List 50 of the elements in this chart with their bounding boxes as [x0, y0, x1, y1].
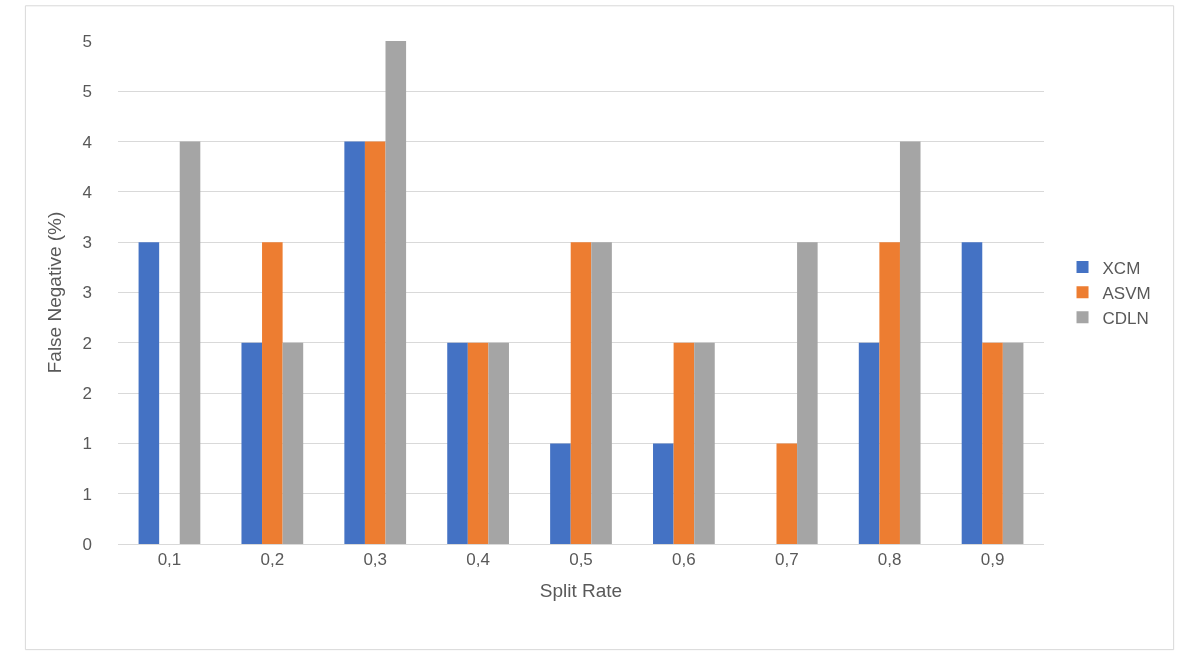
bar: [570, 242, 592, 544]
x-tick-label: 0,5: [569, 550, 593, 570]
bar: [262, 242, 283, 544]
bar: [447, 342, 468, 544]
bar: [282, 342, 304, 544]
bar: [797, 242, 818, 544]
bar: [550, 443, 571, 544]
y-tick-label: 5: [82, 31, 92, 51]
legend-label: ASVM: [1102, 283, 1151, 303]
y-tick-label: 2: [82, 333, 92, 353]
x-tick-label: 0,9: [980, 550, 1005, 570]
y-tick-label: 4: [82, 182, 92, 202]
bar: [488, 342, 509, 544]
y-tick-label: 5: [82, 82, 92, 102]
bar: [1002, 342, 1024, 544]
y-tick-label: 4: [82, 132, 92, 152]
bar: [467, 342, 489, 544]
bar: [961, 242, 983, 544]
x-tick-label: 0,7: [774, 550, 799, 570]
bar: [138, 242, 160, 544]
x-tick-label: 0,4: [466, 550, 490, 570]
y-tick-label: 1: [82, 434, 92, 454]
legend-label: CDLN: [1102, 308, 1149, 328]
legend-label: XCM: [1102, 258, 1141, 278]
y-axis-title: False Negative (%): [44, 211, 66, 374]
y-tick-label: 3: [82, 233, 92, 253]
bar: [776, 443, 798, 544]
bar: [385, 41, 407, 544]
bar: [653, 443, 674, 544]
x-tick-label: 0,1: [157, 550, 182, 570]
y-tick-label: 2: [82, 384, 92, 404]
bar: [673, 342, 695, 544]
bar: [879, 242, 900, 544]
bar: [344, 141, 365, 544]
x-axis-title: Split Rate: [539, 580, 623, 602]
bar: [179, 141, 201, 544]
bar: [694, 342, 715, 544]
x-tick-label: 0,6: [672, 550, 696, 570]
y-tick-label: 1: [82, 484, 92, 504]
bar: [899, 141, 921, 544]
bar: [364, 141, 386, 544]
x-tick-label: 0,3: [363, 550, 388, 570]
x-tick-label: 0,8: [877, 550, 902, 570]
y-tick-label: 0: [82, 534, 92, 554]
bar: [982, 342, 1003, 544]
bar: [591, 242, 612, 544]
bar: [241, 342, 263, 544]
x-tick-label: 0,2: [260, 550, 285, 570]
y-tick-label: 3: [82, 283, 92, 303]
bar: [858, 342, 880, 544]
